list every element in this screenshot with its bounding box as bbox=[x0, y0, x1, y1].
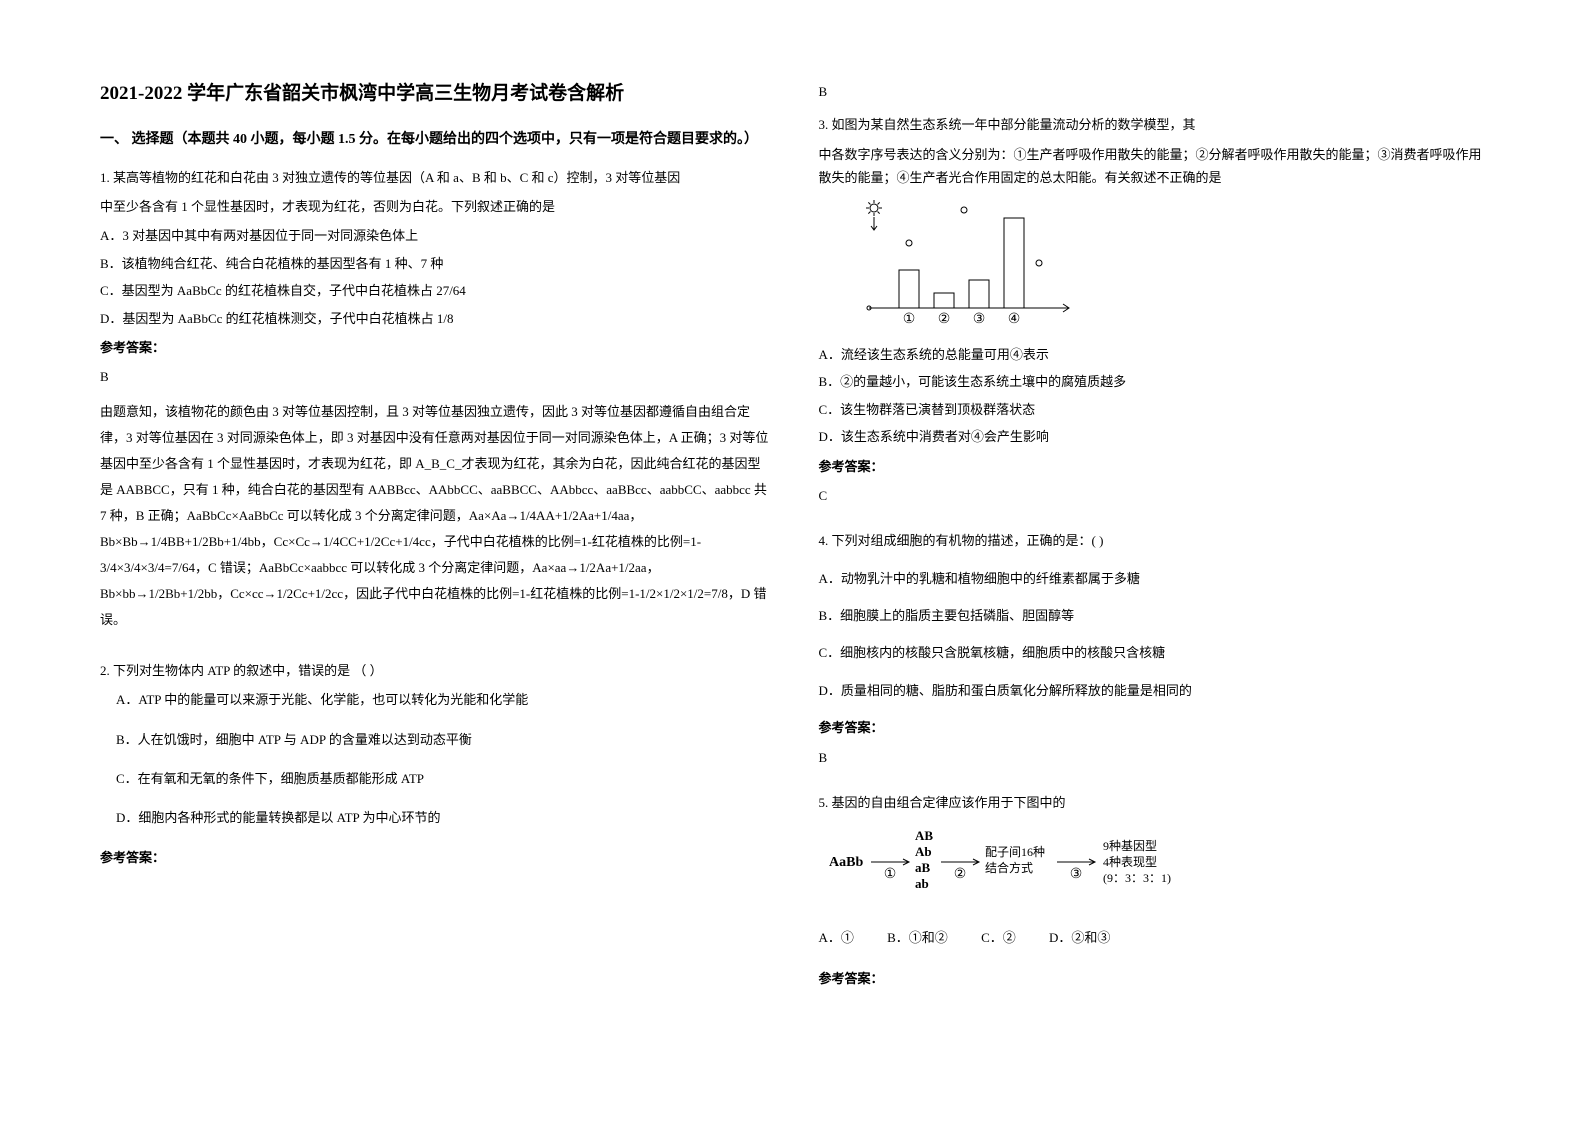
question-5: 5. 基因的自由组合定律应该作用于下图中的 AaBb ① ABAbaBab ② 配子间1… bbox=[819, 791, 1488, 997]
svg-text:③: ③ bbox=[1069, 867, 1082, 882]
q4-option-b: B．细胞膜上的脂质主要包括磷脂、胆固醇等 bbox=[819, 604, 1488, 627]
svg-text:Ab: Ab bbox=[915, 844, 932, 859]
q4-answer: B bbox=[819, 746, 1488, 769]
q1-option-b: B．该植物纯合红花、纯合白花植株的基因型各有 1 种、7 种 bbox=[100, 252, 769, 275]
q5-option-d: D．②和③ bbox=[1049, 930, 1110, 945]
q4-stem: 4. 下列对组成细胞的有机物的描述，正确的是：( ) bbox=[819, 529, 1488, 552]
q3-bar-chart: ① ② ③ ④ bbox=[839, 198, 1488, 335]
svg-text:aB: aB bbox=[915, 860, 931, 875]
q1-explanation: 由题意知，该植物花的颜色由 3 对等位基因控制，且 3 对等位基因独立遗传，因此… bbox=[100, 399, 769, 633]
q3-option-a: A．流经该生态系统的总能量可用④表示 bbox=[819, 343, 1488, 366]
q1-answer-label: 参考答案： bbox=[100, 336, 769, 359]
q4-option-c: C．细胞核内的核酸只含脱氧核糖，细胞质中的核酸只含核糖 bbox=[819, 641, 1488, 664]
svg-text:①: ① bbox=[883, 867, 896, 882]
q3-option-c: C．该生物群落已演替到顶极群落状态 bbox=[819, 398, 1488, 421]
question-1: 1. 某高等植物的红花和白花由 3 对独立遗传的等位基因（A 和 a、B 和 b… bbox=[100, 166, 769, 647]
q2-option-b: B．人在饥饿时，细胞中 ATP 与 ADP 的含量难以达到动态平衡 bbox=[100, 728, 769, 751]
section-1-header: 一、 选择题（本题共 40 小题，每小题 1.5 分。在每小题给出的四个选项中，… bbox=[100, 127, 769, 152]
svg-text:④: ④ bbox=[1007, 312, 1020, 327]
svg-text:结合方式: 结合方式 bbox=[985, 860, 1033, 875]
q4-option-d: D．质量相同的糖、脂肪和蛋白质氧化分解所释放的能量是相同的 bbox=[819, 679, 1488, 702]
q1-option-c: C．基因型为 AaBbCc 的红花植株自交，子代中白花植株占 27/64 bbox=[100, 279, 769, 302]
q1-stem-line2: 中至少各含有 1 个显性基因时，才表现为红花，否则为白花。下列叙述正确的是 bbox=[100, 195, 769, 218]
q3-option-b: B．②的量越小，可能该生态系统土壤中的腐殖质越多 bbox=[819, 370, 1488, 393]
q5-option-a: A．① bbox=[819, 930, 854, 945]
svg-text:③: ③ bbox=[972, 312, 985, 327]
svg-text:ab: ab bbox=[915, 876, 929, 891]
q5-option-b: B．①和② bbox=[887, 930, 948, 945]
q3-answer: C bbox=[819, 484, 1488, 507]
svg-text:AaBb: AaBb bbox=[829, 855, 863, 870]
svg-text:配子间16种: 配子间16种 bbox=[985, 845, 1045, 859]
q3-option-d: D．该生态系统中消费者对④会产生影响 bbox=[819, 425, 1488, 448]
q4-option-a: A．动物乳汁中的乳糖和植物细胞中的纤维素都属于多糖 bbox=[819, 567, 1488, 590]
q2-answer-label: 参考答案： bbox=[100, 846, 769, 869]
svg-text:AB: AB bbox=[915, 828, 933, 843]
right-column: B 3. 如图为某自然生态系统一年中部分能量流动分析的数学模型，其 中各数字序号… bbox=[819, 80, 1488, 1082]
svg-text:②: ② bbox=[937, 312, 950, 327]
q2-stem: 2. 下列对生物体内 ATP 的叙述中，错误的是 （ ） bbox=[100, 659, 769, 682]
q5-option-c: C．② bbox=[981, 930, 1016, 945]
q5-answer-label: 参考答案： bbox=[819, 967, 1488, 990]
q2-option-d: D．细胞内各种形式的能量转换都是以 ATP 为中心环节的 bbox=[100, 806, 769, 829]
svg-text:②: ② bbox=[953, 867, 966, 882]
q1-option-a: A．3 对基因中其中有两对基因位于同一对同源染色体上 bbox=[100, 224, 769, 247]
flow-diagram-svg: AaBb ① ABAbaBab ② 配子间16种结合方式 ③ 9种基因型 4种表现型 (9：3：… bbox=[829, 824, 1249, 904]
svg-text:(9：3：3：1): (9：3：3：1) bbox=[1103, 871, 1171, 885]
q1-option-d: D．基因型为 AaBbCc 的红花植株测交，子代中白花植株占 1/8 bbox=[100, 307, 769, 330]
q5-flow-diagram: AaBb ① ABAbaBab ② 配子间16种结合方式 ③ 9种基因型 4种表现型 (9：3：… bbox=[829, 824, 1488, 911]
q1-stem-line1: 1. 某高等植物的红花和白花由 3 对独立遗传的等位基因（A 和 a、B 和 b… bbox=[100, 166, 769, 189]
q2-answer: B bbox=[819, 80, 1488, 103]
q2-option-c: C．在有氧和无氧的条件下，细胞质基质都能形成 ATP bbox=[100, 767, 769, 790]
question-3: 3. 如图为某自然生态系统一年中部分能量流动分析的数学模型，其 中各数字序号表达… bbox=[819, 113, 1488, 517]
q4-answer-label: 参考答案： bbox=[819, 716, 1488, 739]
q3-stem-line1: 3. 如图为某自然生态系统一年中部分能量流动分析的数学模型，其 bbox=[819, 113, 1488, 136]
q3-answer-label: 参考答案： bbox=[819, 455, 1488, 478]
question-4: 4. 下列对组成细胞的有机物的描述，正确的是：( ) A．动物乳汁中的乳糖和植物… bbox=[819, 529, 1488, 779]
svg-text:4种表现型: 4种表现型 bbox=[1103, 855, 1157, 869]
q1-answer: B bbox=[100, 365, 769, 388]
left-column: 2021-2022 学年广东省韶关市枫湾中学高三生物月考试卷含解析 一、 选择题… bbox=[100, 80, 769, 1082]
q3-stem-line2: 中各数字序号表达的含义分别为：①生产者呼吸作用散失的能量；②分解者呼吸作用散失的… bbox=[819, 143, 1488, 190]
q2-option-a: A．ATP 中的能量可以来源于光能、化学能，也可以转化为光能和化学能 bbox=[100, 688, 769, 711]
q5-options-row: A．① B．①和② C．② D．②和③ bbox=[819, 926, 1488, 949]
q5-stem: 5. 基因的自由组合定律应该作用于下图中的 bbox=[819, 791, 1488, 814]
bar-chart-svg: ① ② ③ ④ bbox=[839, 198, 1099, 328]
svg-text:①: ① bbox=[902, 312, 915, 327]
svg-text:9种基因型: 9种基因型 bbox=[1103, 839, 1157, 853]
document-title: 2021-2022 学年广东省韶关市枫湾中学高三生物月考试卷含解析 bbox=[100, 80, 769, 109]
question-2: 2. 下列对生物体内 ATP 的叙述中，错误的是 （ ） A．ATP 中的能量可… bbox=[100, 659, 769, 875]
